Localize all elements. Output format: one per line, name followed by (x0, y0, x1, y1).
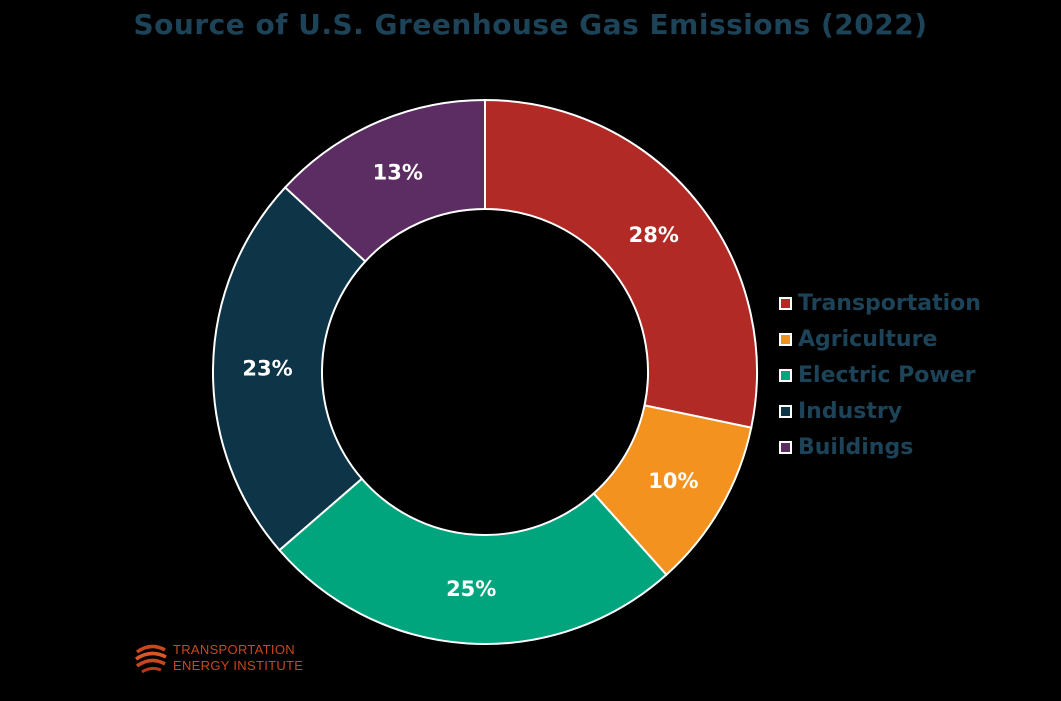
legend-item-transportation: Transportation (779, 285, 981, 321)
legend-label: Electric Power (798, 362, 976, 388)
legend-swatch (779, 296, 792, 310)
legend-swatch (779, 332, 792, 346)
logo-line-2: ENERGY INSTITUTE (173, 658, 304, 673)
legend-item-industry: Industry (779, 393, 981, 429)
legend-item-agriculture: Agriculture (779, 321, 981, 357)
slice-label-transportation: 28% (629, 223, 679, 247)
logo-line-1: TRANSPORTATION (173, 642, 295, 657)
slice-electric-power (278, 477, 668, 645)
slice-buildings (283, 98, 486, 263)
slice-label-electric-power: 25% (446, 577, 496, 601)
logo-globe-icon (135, 644, 167, 674)
legend-swatch (779, 368, 792, 382)
slice-label-agriculture: 10% (648, 469, 698, 493)
legend-label: Industry (798, 398, 903, 424)
slice-label-industry: 23% (242, 357, 292, 381)
legend-swatch (779, 440, 792, 454)
legend: Transportation Agriculture Electric Power I… (779, 285, 981, 465)
slice-label-buildings: 13% (373, 161, 423, 185)
slice-transportation (484, 98, 758, 429)
legend-label: Transportation (798, 290, 981, 316)
slice-industry (212, 186, 367, 552)
legend-label: Buildings (798, 434, 914, 460)
legend-item-buildings: Buildings (779, 429, 981, 465)
legend-label: Agriculture (798, 326, 938, 352)
chart-title: Source of U.S. Greenhouse Gas Emissions … (133, 8, 928, 41)
legend-item-electric-power: Electric Power (779, 357, 981, 393)
logo: TRANSPORTATION ENERGY INSTITUTE (133, 640, 303, 676)
legend-swatch (779, 404, 792, 418)
